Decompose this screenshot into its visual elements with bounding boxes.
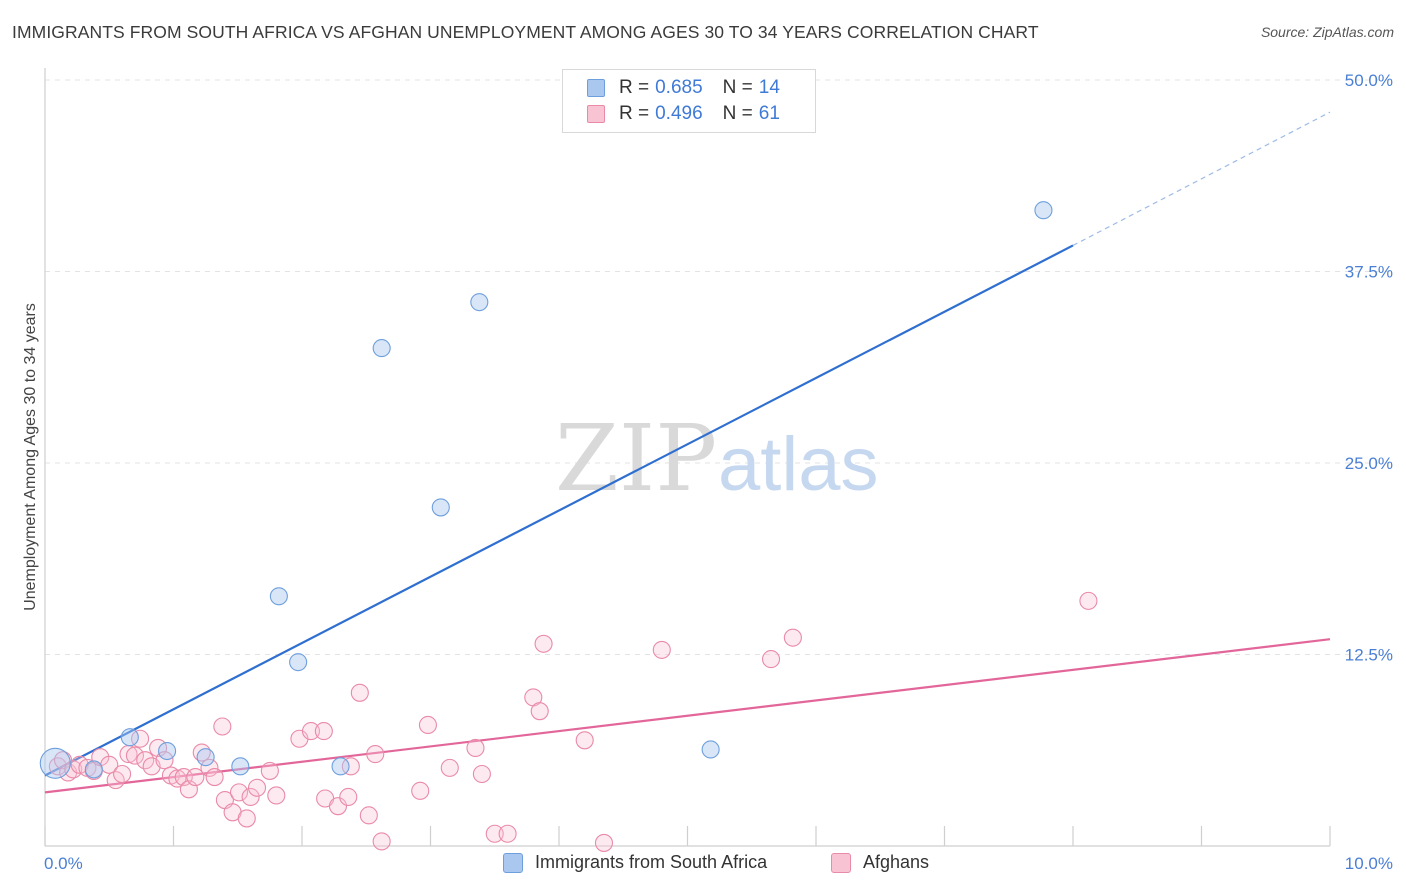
point-afghans [472,764,491,784]
point-afghans [341,757,360,776]
point-afghans [328,797,348,816]
legend-n-value: 14 [758,77,780,98]
point-afghans [366,745,385,764]
point-afghans [247,778,267,797]
bottom-legend-swatch-south-africa [503,852,523,873]
point-south-africa [84,760,103,779]
point-afghans [594,833,614,852]
point-afghans [267,786,286,805]
point-afghans [64,760,83,779]
point-afghans [113,764,132,784]
trend-line-south-africa [44,244,1074,777]
bottom-legend-south-africa: Immigrants from South Africa [503,852,767,873]
point-afghans [301,722,321,741]
trend-line-afghans [44,638,1331,794]
point-south-africa [431,498,450,517]
legend-row-south-africa: R = 0.685 N = 14 [587,76,780,100]
point-afghans [168,769,187,788]
trend-lines [44,111,1331,794]
legend-n-label: N = [722,77,753,98]
legend: R = 0.685 N = 14 R = 0.496 N = 61 [562,69,816,133]
point-afghans [575,731,594,750]
point-afghans [200,758,219,777]
point-afghans [485,824,504,843]
bottom-legend-swatch-afghans [831,852,851,873]
legend-row-afghans: R = 0.496 N = 61 [587,102,780,126]
watermark-zip: ZIP [555,405,717,512]
point-afghans [372,832,391,851]
point-south-africa [158,741,177,761]
point-south-africa [1034,201,1053,220]
x-tick-label: 0.0% [44,854,83,873]
point-south-africa [196,748,215,767]
point-south-africa [331,757,350,776]
legend-n-label: N = [722,103,753,124]
chart-title: IMMIGRANTS FROM SOUTH AFRICA VS AFGHAN U… [12,22,1039,42]
y-axis-label: Unemployment Among Ages 30 to 34 years [22,303,39,611]
point-south-africa [470,293,489,312]
point-afghans [530,702,549,721]
legend-r-label: R = [619,77,650,98]
point-afghans [440,758,459,777]
y-tick-label: 25.0% [1345,454,1393,473]
point-afghans [213,717,232,736]
bottom-legend-afghans: Afghans [831,852,929,873]
point-afghans [229,783,249,802]
point-afghans [359,806,378,825]
bottom-legend-label-south-africa: Immigrants from South Africa [535,852,768,872]
point-south-africa [120,728,139,747]
point-afghans [339,787,358,807]
point-afghans [260,761,279,780]
point-afghans [350,683,369,702]
y-tick-label: 12.5% [1345,646,1393,665]
point-south-africa [231,757,250,776]
legend-r-label: R = [619,103,650,124]
point-afghans [761,650,781,669]
grid-lines [45,79,1390,655]
legend-swatch-afghans [587,105,605,123]
axes [44,68,1331,847]
watermark-atlas: atlas [718,422,879,507]
point-afghans [1079,591,1098,610]
point-afghans [241,787,260,807]
point-afghans [314,722,333,741]
legend-n-value: 61 [758,103,780,124]
point-afghans [125,746,144,765]
legend-swatch-south-africa [587,79,605,97]
source-label: Source: ZipAtlas.com [1260,24,1394,40]
legend-r-value: 0.685 [655,77,703,98]
point-south-africa [39,747,71,779]
point-afghans [411,781,430,800]
data-points [39,201,1098,852]
point-afghans [205,768,224,787]
y-tick-label: 50.0% [1345,71,1393,90]
point-afghans [652,640,671,659]
watermark: ZIP atlas [555,405,879,512]
legend-r-value: 0.496 [655,103,703,124]
point-afghans [237,809,256,828]
point-afghans [498,824,517,843]
point-afghans [534,634,553,653]
tick-labels: 12.5% 25.0% 37.5% 50.0% 0.0% 10.0% [44,71,1393,873]
point-south-africa [289,653,308,672]
point-south-africa [701,740,720,759]
trend-line-south-africa-extension [1072,111,1331,246]
x-tick-label: 10.0% [1345,854,1393,873]
bottom-legend-label-afghans: Afghans [863,852,930,872]
point-afghans [783,628,802,647]
point-afghans [418,715,437,735]
point-afghans [186,768,205,787]
y-tick-label: 37.5% [1345,263,1393,282]
point-south-africa [372,339,391,358]
point-afghans [466,738,485,758]
point-south-africa [269,587,288,606]
